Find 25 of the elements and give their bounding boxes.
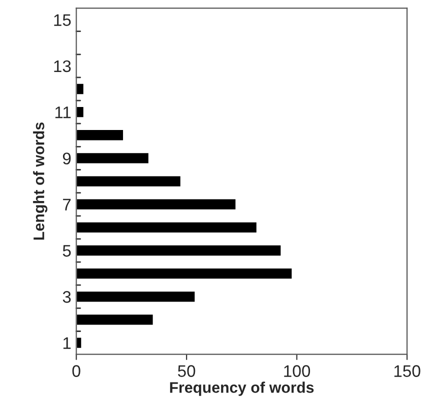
x-tick-label: 50 (178, 365, 196, 377)
y-tick-label: 11 (55, 106, 71, 118)
bar (76, 82, 85, 96)
x-axis-title: Frequency of words (170, 382, 314, 396)
x-tick-label: 0 (72, 365, 80, 377)
bar (76, 244, 282, 257)
y-tick-label: 15 (54, 14, 71, 26)
y-tick-label: 5 (62, 245, 71, 257)
bar (76, 128, 124, 142)
y-axis-title: Lenght of words (33, 122, 48, 240)
x-tick-label: 150 (394, 365, 420, 377)
y-tick-label: 7 (63, 198, 71, 210)
bar (76, 220, 258, 234)
bar (76, 152, 150, 165)
bar (76, 267, 294, 280)
bar (76, 290, 196, 304)
bar (76, 106, 85, 119)
y-tick-label: 1 (63, 337, 71, 349)
bar (76, 313, 154, 326)
bar (76, 198, 237, 211)
bar (76, 174, 182, 188)
y-tick-label: 3 (62, 291, 71, 303)
x-tick-label: 100 (284, 365, 310, 377)
y-tick-label: 13 (54, 60, 71, 72)
y-tick-label: 9 (62, 152, 71, 164)
